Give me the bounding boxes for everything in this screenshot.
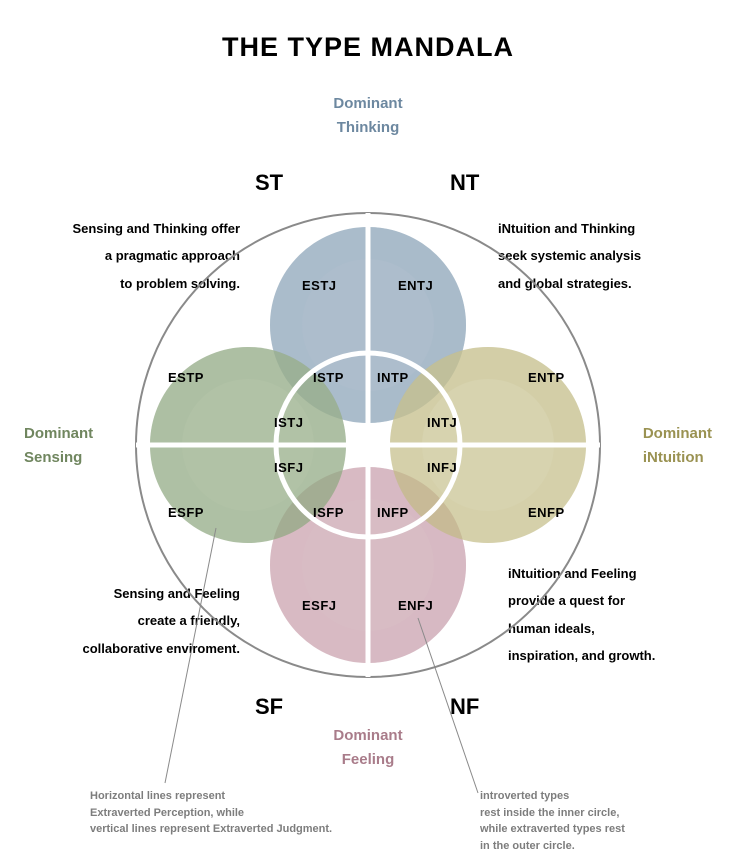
type-enfj: ENFJ xyxy=(398,598,433,613)
type-istp: ISTP xyxy=(313,370,344,385)
type-istj: ISTJ xyxy=(274,415,303,430)
footnote-left: Horizontal lines represent Extraverted P… xyxy=(90,788,370,838)
footnote-right: introverted types rest inside the inner … xyxy=(480,788,700,854)
footnote-line-right xyxy=(418,618,478,793)
type-entp: ENTP xyxy=(528,370,565,385)
type-infp: INFP xyxy=(377,505,409,520)
type-isfj: ISFJ xyxy=(274,460,303,475)
type-esfp: ESFP xyxy=(168,505,204,520)
type-enfp: ENFP xyxy=(528,505,565,520)
type-estp: ESTP xyxy=(168,370,204,385)
type-estj: ESTJ xyxy=(302,278,337,293)
mandala-svg xyxy=(0,0,736,865)
footnote-line-left xyxy=(165,528,216,783)
type-esfj: ESFJ xyxy=(302,598,337,613)
type-isfp: ISFP xyxy=(313,505,344,520)
type-intp: INTP xyxy=(377,370,409,385)
type-intj: INTJ xyxy=(427,415,457,430)
type-infj: INFJ xyxy=(427,460,457,475)
type-entj: ENTJ xyxy=(398,278,433,293)
